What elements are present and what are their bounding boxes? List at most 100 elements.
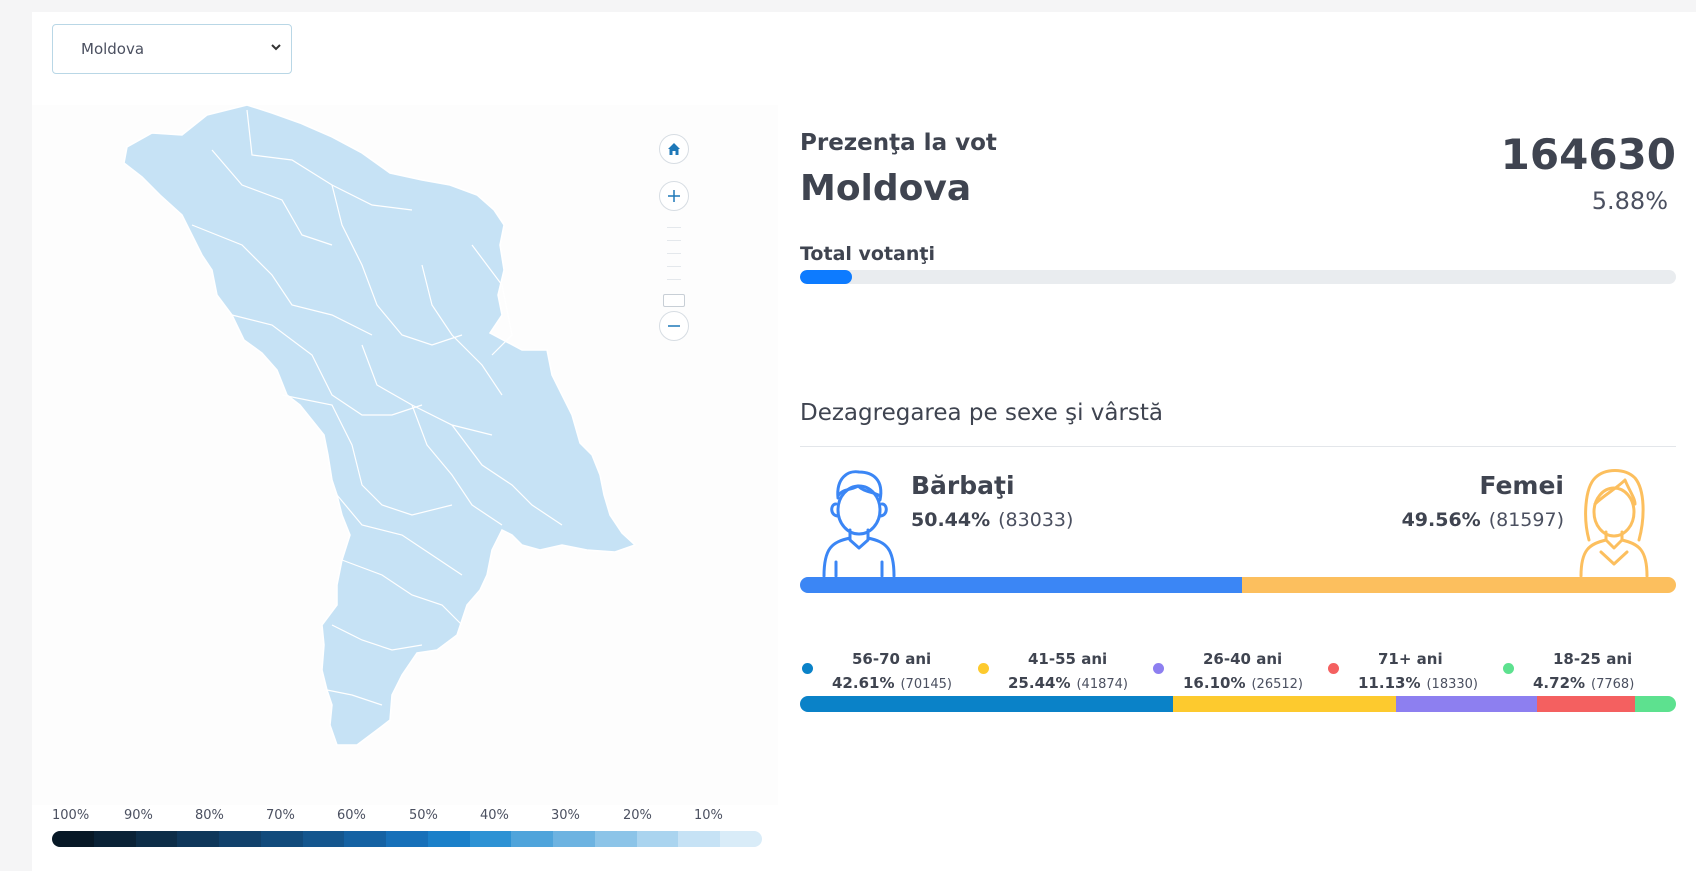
age-dot bbox=[1153, 663, 1164, 674]
age-legend-item: 26-40 ani 16.10% (26512) bbox=[1153, 650, 1323, 700]
age-legend-item: 18-25 ani 4.72% (7768) bbox=[1503, 650, 1673, 700]
zoom-out-button[interactable] bbox=[659, 311, 689, 341]
age-count: (7768) bbox=[1591, 677, 1635, 692]
age-bar-segment bbox=[800, 696, 1174, 712]
age-stat: 25.44% (41874) bbox=[1008, 674, 1128, 692]
age-count: (70145) bbox=[900, 677, 952, 692]
map-shape[interactable] bbox=[123, 105, 637, 746]
total-voters-label: Total votanţi bbox=[800, 243, 935, 265]
region-title: Moldova bbox=[800, 168, 972, 209]
district-borders bbox=[191, 109, 563, 706]
age-percent: 42.61% bbox=[832, 674, 895, 692]
zoom-slider-handle[interactable] bbox=[663, 294, 685, 307]
age-bar-segment bbox=[1537, 696, 1635, 712]
region-select-value: Moldova bbox=[81, 40, 145, 58]
age-count: (26512) bbox=[1251, 677, 1303, 692]
legend-swatch bbox=[344, 831, 387, 847]
legend-label: 10% bbox=[694, 808, 723, 823]
zoom-in-button[interactable] bbox=[659, 181, 689, 211]
legend-label: 100% bbox=[52, 808, 90, 823]
legend-swatch bbox=[177, 831, 220, 847]
age-bar-segment bbox=[1396, 696, 1538, 712]
age-legend-item: 71+ ani 11.13% (18330) bbox=[1328, 650, 1498, 700]
female-count: (81597) bbox=[1488, 509, 1564, 531]
age-stat: 16.10% (26512) bbox=[1183, 674, 1303, 692]
female-stat: 49.56% (81597) bbox=[1402, 509, 1564, 531]
legend-swatch bbox=[678, 831, 721, 847]
age-dot bbox=[1328, 663, 1339, 674]
legend-swatch bbox=[553, 831, 595, 847]
zoom-tick bbox=[667, 240, 681, 241]
home-button[interactable] bbox=[659, 134, 689, 164]
legend-label: 50% bbox=[409, 808, 438, 823]
turnout-color-scale bbox=[52, 831, 762, 847]
male-count: (83033) bbox=[998, 509, 1074, 531]
age-label: 71+ ani bbox=[1378, 650, 1443, 668]
legend-swatch bbox=[302, 831, 345, 847]
legend-swatch bbox=[720, 831, 762, 847]
age-dot bbox=[1503, 663, 1514, 674]
zoom-tick bbox=[667, 279, 681, 280]
male-percent: 50.44% bbox=[911, 509, 991, 531]
male-label: Bărbaţi bbox=[911, 471, 1015, 500]
zoom-tick bbox=[667, 266, 681, 267]
legend-swatch bbox=[427, 831, 470, 847]
age-percent: 11.13% bbox=[1358, 674, 1421, 692]
chevron-down-icon bbox=[271, 44, 281, 51]
home-icon bbox=[668, 143, 680, 155]
age-label: 56-70 ani bbox=[852, 650, 932, 668]
total-voters-bar-fill bbox=[800, 270, 852, 284]
age-legend-item: 56-70 ani 42.61% (70145) bbox=[802, 650, 972, 700]
legend-swatch bbox=[219, 831, 261, 847]
age-label: 18-25 ani bbox=[1553, 650, 1633, 668]
legend-label: 80% bbox=[195, 808, 224, 823]
divider bbox=[800, 446, 1676, 447]
turnout-count: 164630 bbox=[1500, 130, 1676, 179]
age-stat: 11.13% (18330) bbox=[1358, 674, 1478, 692]
map-area bbox=[32, 105, 778, 805]
age-dot bbox=[978, 663, 989, 674]
total-voters-bar bbox=[800, 270, 1676, 284]
zoom-tick bbox=[667, 253, 681, 254]
legend-swatch bbox=[93, 831, 136, 847]
female-avatar-icon bbox=[1579, 469, 1649, 578]
male-avatar-icon bbox=[822, 470, 896, 578]
legend-swatch bbox=[511, 831, 554, 847]
age-percent: 16.10% bbox=[1183, 674, 1246, 692]
turnout-percent: 5.88% bbox=[1591, 187, 1668, 215]
age-dot bbox=[802, 663, 813, 674]
age-bar-segment bbox=[1173, 696, 1397, 712]
legend-label: 70% bbox=[266, 808, 295, 823]
legend-labels: 100% 90% 80% 70% 60% 50% 40% 30% 20% 10% bbox=[52, 808, 762, 826]
legend-swatch bbox=[636, 831, 679, 847]
age-count: (41874) bbox=[1076, 677, 1128, 692]
age-stat: 4.72% (7768) bbox=[1533, 674, 1634, 692]
age-label: 26-40 ani bbox=[1203, 650, 1283, 668]
breakdown-title: Dezagregarea pe sexe şi vârstă bbox=[800, 400, 1164, 426]
plus-icon bbox=[668, 190, 680, 202]
legend-swatch bbox=[52, 831, 94, 847]
zoom-tick bbox=[667, 227, 681, 228]
legend-swatch bbox=[469, 831, 512, 847]
male-stat: 50.44% (83033) bbox=[911, 509, 1073, 531]
gender-bar-male-segment bbox=[800, 577, 1242, 593]
moldova-map[interactable] bbox=[32, 105, 778, 805]
legend-swatch bbox=[260, 831, 303, 847]
legend-swatch bbox=[386, 831, 428, 847]
legend-label: 90% bbox=[124, 808, 153, 823]
minus-icon bbox=[668, 325, 680, 327]
legend-label: 20% bbox=[623, 808, 652, 823]
legend-swatch bbox=[594, 831, 637, 847]
female-percent: 49.56% bbox=[1401, 509, 1481, 531]
region-select[interactable]: Moldova bbox=[52, 24, 292, 74]
age-count: (18330) bbox=[1426, 677, 1478, 692]
legend-swatch bbox=[135, 831, 178, 847]
age-bar-segment bbox=[1634, 696, 1676, 712]
age-legend-item: 41-55 ani 25.44% (41874) bbox=[978, 650, 1148, 700]
legend-label: 60% bbox=[337, 808, 366, 823]
age-percent: 4.72% bbox=[1533, 674, 1586, 692]
female-label: Femei bbox=[1479, 471, 1564, 500]
turnout-label: Prezenţa la vot bbox=[800, 130, 997, 156]
age-label: 41-55 ani bbox=[1028, 650, 1108, 668]
age-bar bbox=[800, 696, 1676, 712]
